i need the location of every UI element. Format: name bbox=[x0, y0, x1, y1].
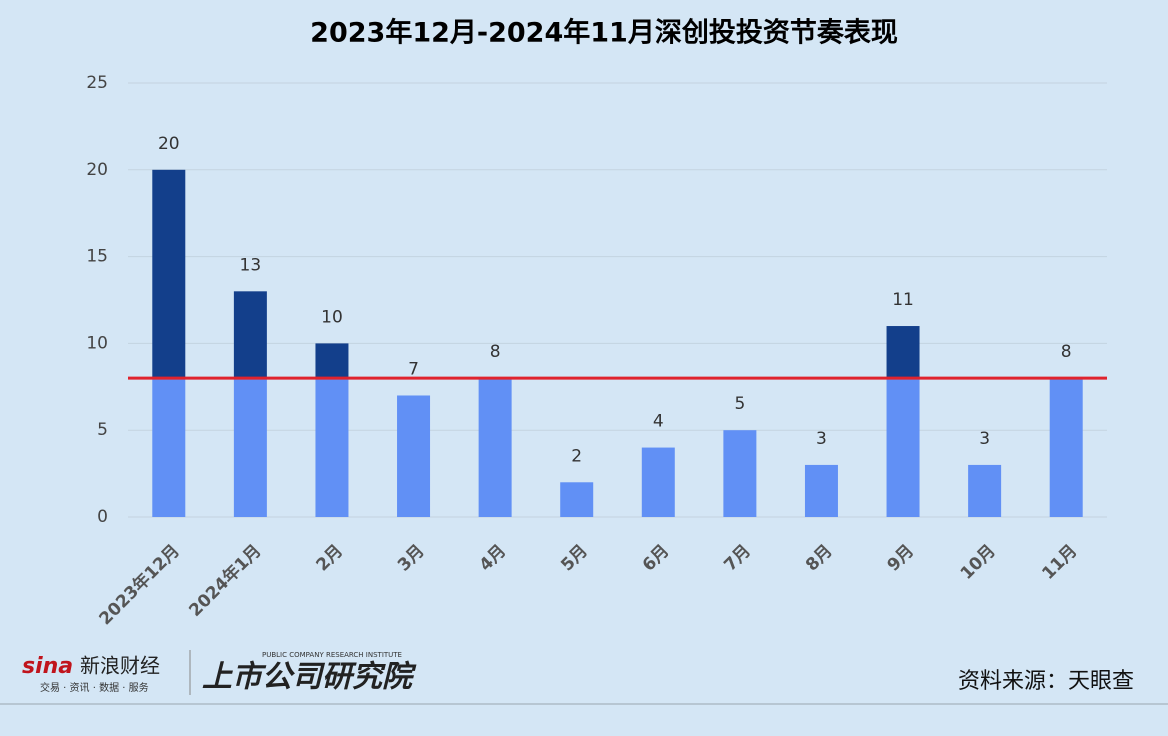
value-label: 10 bbox=[321, 307, 343, 327]
bar bbox=[478, 378, 512, 517]
value-label: 5 bbox=[734, 394, 745, 414]
bar bbox=[886, 326, 920, 517]
bar bbox=[152, 169, 186, 518]
bar bbox=[804, 464, 838, 517]
bar bbox=[641, 447, 675, 517]
y-tick-label: 20 bbox=[86, 160, 108, 180]
bar bbox=[723, 430, 757, 517]
chart-title: 2023年12月-2024年11月深创投投资节奏表现 bbox=[310, 17, 898, 49]
brand: 新浪财经 bbox=[80, 654, 160, 678]
bar bbox=[1049, 378, 1083, 517]
value-label: 4 bbox=[653, 412, 664, 432]
value-label: 8 bbox=[1061, 342, 1072, 362]
value-label: 7 bbox=[408, 359, 419, 379]
y-tick-label: 15 bbox=[86, 247, 108, 267]
bar bbox=[315, 343, 349, 517]
y-tick-label: 10 bbox=[86, 333, 108, 353]
y-tick-label: 5 bbox=[97, 420, 108, 440]
institute-en: PUBLIC COMPANY RESEARCH INSTITUTE bbox=[262, 651, 402, 659]
footer: sina 新浪财经 交易 · 资讯 · 数据 · 服务 PUBLIC COMPA… bbox=[0, 650, 1168, 705]
value-label: 2 bbox=[571, 446, 582, 466]
bar bbox=[233, 291, 267, 517]
value-label: 3 bbox=[979, 429, 990, 449]
institute: 上市公司研究院 bbox=[202, 660, 417, 695]
value-label: 13 bbox=[240, 255, 262, 275]
bar bbox=[397, 395, 431, 517]
brand-tagline: 交易 · 资讯 · 数据 · 服务 bbox=[40, 681, 149, 694]
sina-logo: sina bbox=[22, 654, 73, 679]
bar bbox=[560, 482, 594, 517]
source: 资料来源：天眼查 bbox=[958, 669, 1134, 694]
y-tick-label: 0 bbox=[97, 507, 108, 527]
bar bbox=[968, 464, 1002, 517]
value-label: 11 bbox=[892, 290, 914, 310]
value-label: 8 bbox=[490, 342, 501, 362]
value-label: 3 bbox=[816, 429, 827, 449]
y-tick-label: 25 bbox=[86, 73, 108, 93]
value-label: 20 bbox=[158, 134, 180, 154]
